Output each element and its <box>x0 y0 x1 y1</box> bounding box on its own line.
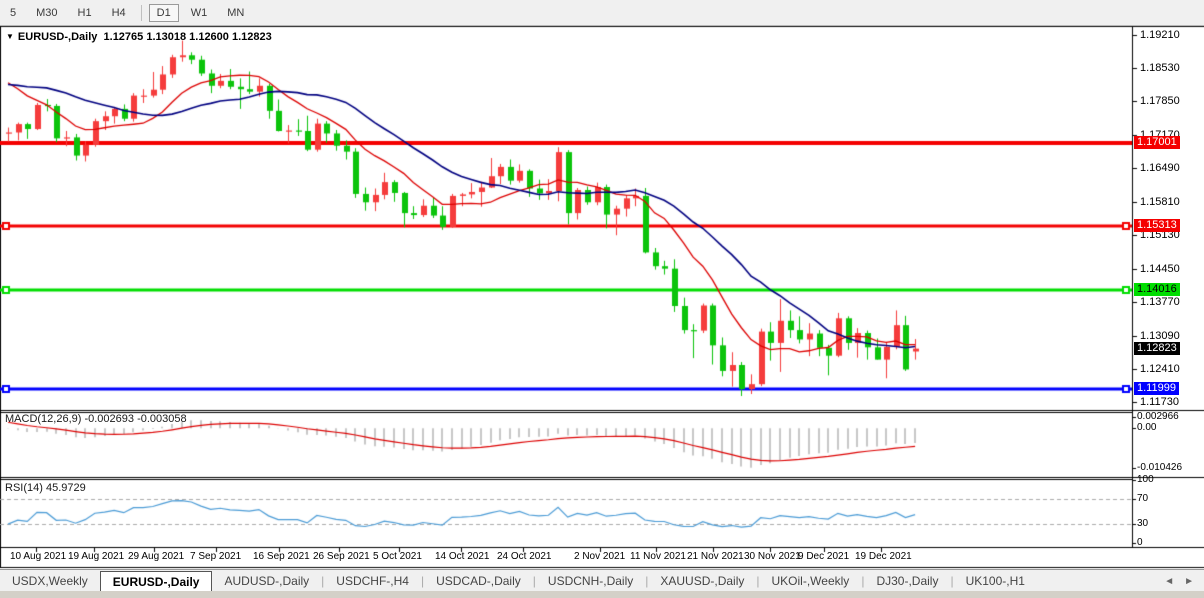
timeframe-button-w1[interactable]: W1 <box>190 6 208 19</box>
tab-separator: | <box>420 574 425 588</box>
tab-separator: | <box>321 574 325 588</box>
price-axis-tick: 1.19210 <box>1140 29 1180 41</box>
time-axis-label[interactable]: 5 Oct 2021 <box>373 551 422 562</box>
tab-ukoil-weekly[interactable]: UKOil-,Weekly <box>771 574 850 588</box>
chart-title: ▼ EURUSD-,Daily 1.12765 1.13018 1.12600 1… <box>6 31 272 43</box>
level-price-badge-115313: 1.15313 <box>1134 219 1180 232</box>
chart-symbol-label: EURUSD-,Daily <box>17 31 98 43</box>
tab-dj30-daily[interactable]: DJ30-,Daily <box>876 574 939 588</box>
timeframe-button-mn[interactable]: MN <box>227 6 245 19</box>
timeframe-button-h1[interactable]: H1 <box>77 6 92 19</box>
time-axis-label[interactable]: 21 Nov 2021 <box>687 551 744 562</box>
tab-audusd-daily[interactable]: AUDUSD-,Daily <box>224 574 310 588</box>
level-price-badge-114016: 1.14016 <box>1134 283 1180 296</box>
macd-axis-tick: 0.00 <box>1137 422 1157 433</box>
macd-indicator-label: MACD(12,26,9) -0.002693 -0.003058 <box>5 413 187 425</box>
price-axis-tick: 1.11730 <box>1140 396 1179 408</box>
chart-ohlc-values: 1.12765 1.13018 1.12600 1.12823 <box>103 31 272 43</box>
macd-axis-tick: 0.002966 <box>1137 411 1179 422</box>
price-axis-tick: 1.12410 <box>1140 363 1180 375</box>
time-axis-label[interactable]: 24 Oct 2021 <box>497 551 552 562</box>
tab-separator: | <box>532 574 536 588</box>
price-axis-tick: 1.15130 <box>1140 229 1180 241</box>
tab-uk100-h1[interactable]: UK100-,H1 <box>965 574 1025 588</box>
symbol-dropdown-icon[interactable]: ▼ <box>6 32 14 41</box>
time-axis-label[interactable]: 29 Aug 2021 <box>128 551 185 562</box>
price-axis-tick: 1.16490 <box>1140 162 1180 174</box>
current-price-badge: 1.12823 <box>1134 342 1180 355</box>
time-axis-label[interactable]: 9 Dec 2021 <box>798 551 850 562</box>
time-axis-label[interactable]: 30 Nov 2021 <box>744 551 801 562</box>
toolbar-divider <box>140 4 142 21</box>
price-axis-tick: 1.17850 <box>1140 95 1180 107</box>
rsi-axis-tick: 30 <box>1137 518 1149 529</box>
timeframe-button-m30[interactable]: M30 <box>36 6 58 19</box>
time-axis-label[interactable]: 2 Nov 2021 <box>574 551 626 562</box>
timeframe-button-d1[interactable]: D1 <box>148 3 179 22</box>
tab-separator: | <box>645 574 649 588</box>
rsi-axis-tick: 0 <box>1137 537 1143 548</box>
time-axis-label[interactable]: 10 Aug 2021 <box>10 551 67 562</box>
time-axis-label[interactable]: 19 Dec 2021 <box>855 551 912 562</box>
rsi-indicator-label: RSI(14) 45.9729 <box>5 482 86 494</box>
tab-xauusd-daily[interactable]: XAUUSD-,Daily <box>660 574 745 588</box>
tab-separator: | <box>861 574 865 588</box>
time-axis-label[interactable]: 14 Oct 2021 <box>435 551 490 562</box>
time-axis-label[interactable]: 26 Sep 2021 <box>313 551 370 562</box>
price-axis-tick: 1.14450 <box>1140 263 1180 275</box>
tab-eurusd-daily[interactable]: EURUSD-,Daily <box>99 571 213 592</box>
tab-usdcnh-daily[interactable]: USDCNH-,Daily <box>547 574 634 588</box>
tab-separator: | <box>756 574 760 588</box>
level-price-badge-111999: 1.11999 <box>1134 382 1179 395</box>
timeframe-toolbar: 5 M30 H1 H4 D1 W1 MN <box>0 0 1204 26</box>
symbol-tab-bar: USDX,Weekly EURUSD-,Daily AUDUSD-,Daily | US… <box>0 569 1204 592</box>
timeframe-button-5[interactable]: 5 <box>10 6 17 19</box>
time-axis-label[interactable]: 19 Aug 2021 <box>68 551 125 562</box>
rsi-axis-tick: 100 <box>1137 474 1154 485</box>
tab-scroll-right-arrow[interactable]: ► <box>1184 575 1194 587</box>
price-axis-tick: 1.13090 <box>1140 330 1180 342</box>
timeframe-button-h4[interactable]: H4 <box>111 6 126 19</box>
tab-scroll-left-arrow[interactable]: ◄ <box>1164 575 1175 587</box>
level-price-badge-117001: 1.17001 <box>1134 136 1180 149</box>
tab-usdcad-daily[interactable]: USDCAD-,Daily <box>436 574 521 588</box>
macd-axis-tick: -0.010426 <box>1137 462 1183 473</box>
tab-usdchf-h4[interactable]: USDCHF-,H4 <box>336 574 409 588</box>
time-axis-label[interactable]: 11 Nov 2021 <box>630 551 686 562</box>
time-axis-label[interactable]: 16 Sep 2021 <box>253 551 310 562</box>
time-axis-label[interactable]: 7 Sep 2021 <box>190 551 242 562</box>
rsi-axis-tick: 70 <box>1137 493 1149 504</box>
price-axis-tick: 1.18530 <box>1140 62 1180 74</box>
price-axis-tick: 1.15810 <box>1140 196 1180 208</box>
bottom-strip <box>0 591 1204 598</box>
price-axis-tick: 1.13770 <box>1140 296 1180 308</box>
tab-separator: | <box>950 574 954 588</box>
tab-usdx-weekly[interactable]: USDX,Weekly <box>12 574 88 588</box>
